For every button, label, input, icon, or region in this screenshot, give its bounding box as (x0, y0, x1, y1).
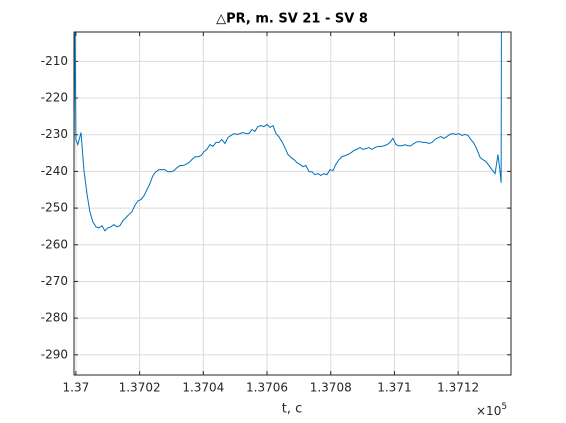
y-tick-label: -250 (41, 201, 68, 215)
y-tick-label: -210 (41, 54, 68, 68)
x-tick-label: 1.3708 (310, 381, 352, 395)
y-tick-label: -290 (41, 347, 68, 361)
y-tick-label: -280 (41, 311, 68, 325)
chart-title: △PR, m. SV 21 - SV 8 (216, 12, 368, 27)
x-tick-label: 1.3702 (119, 381, 161, 395)
y-tick-label: -220 (41, 91, 68, 105)
data-line (74, 32, 502, 232)
x-multiplier: ×105 (476, 402, 507, 418)
x-multiplier-exponent: 5 (501, 402, 507, 412)
x-axis-label: t, c (282, 402, 303, 417)
y-tick-label: -270 (41, 274, 68, 288)
x-tick-label: 1.3712 (437, 381, 479, 395)
y-tick-label: -230 (41, 127, 68, 141)
y-tick-label: -240 (41, 164, 68, 178)
x-tick-label: 1.371 (377, 381, 411, 395)
axes-box (73, 31, 512, 376)
x-tick-label: 1.3704 (182, 381, 224, 395)
x-tick-label: 1.37 (63, 381, 90, 395)
y-tick-label: -260 (41, 237, 68, 251)
x-tick-label: 1.3706 (246, 381, 288, 395)
x-multiplier-base: ×10 (476, 404, 501, 418)
